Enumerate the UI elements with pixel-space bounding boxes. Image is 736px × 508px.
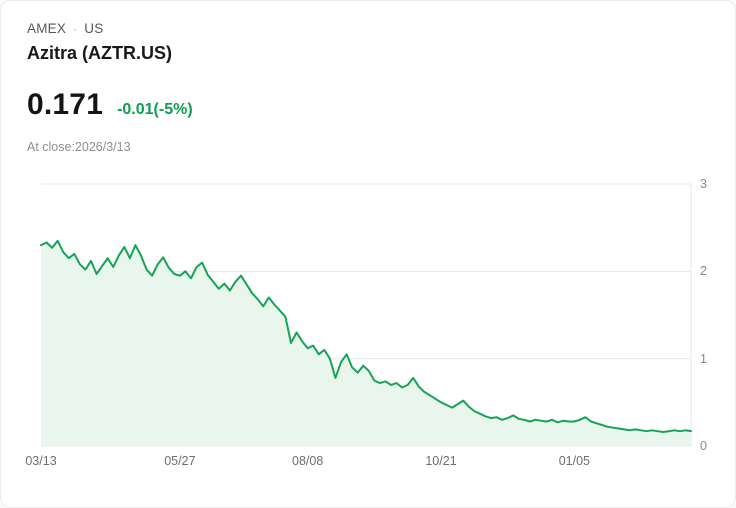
x-axis-label: 08/08 — [292, 454, 324, 468]
exchange-line: AMEX · US — [27, 21, 709, 36]
y-axis-label: 0 — [700, 439, 707, 453]
price-change: -0.01(-5%) — [117, 101, 193, 118]
x-axis: 03/13 05/27 08/08 10/21 01/05 — [25, 454, 691, 478]
price-chart[interactable] — [40, 183, 692, 447]
x-axis-label: 10/21 — [425, 454, 457, 468]
region-label: US — [84, 21, 104, 36]
chart-section: 0 1 2 3 — [1, 177, 735, 453]
price-chart-svg[interactable] — [40, 183, 692, 447]
stock-title: Azitra (AZTR.US) — [27, 43, 172, 63]
y-axis-label: 1 — [700, 351, 707, 366]
exchange-label: AMEX — [27, 21, 67, 36]
quote-header: AMEX · US Azitra (AZTR.US) 0.171 -0.01(-… — [1, 1, 735, 154]
y-axis: 0 1 2 3 — [691, 177, 735, 453]
separator-dot: · — [73, 21, 78, 36]
close-time-note: At close:2026/3/13 — [27, 140, 131, 154]
price-value: 0.171 — [27, 88, 104, 121]
y-axis-label: 3 — [700, 177, 707, 191]
x-axis-label: 01/05 — [558, 454, 590, 468]
price-row: 0.171 -0.01(-5%) — [27, 88, 709, 122]
x-axis-label: 03/13 — [25, 454, 57, 468]
y-axis-label: 2 — [700, 264, 707, 279]
x-axis-label: 05/27 — [164, 454, 196, 468]
